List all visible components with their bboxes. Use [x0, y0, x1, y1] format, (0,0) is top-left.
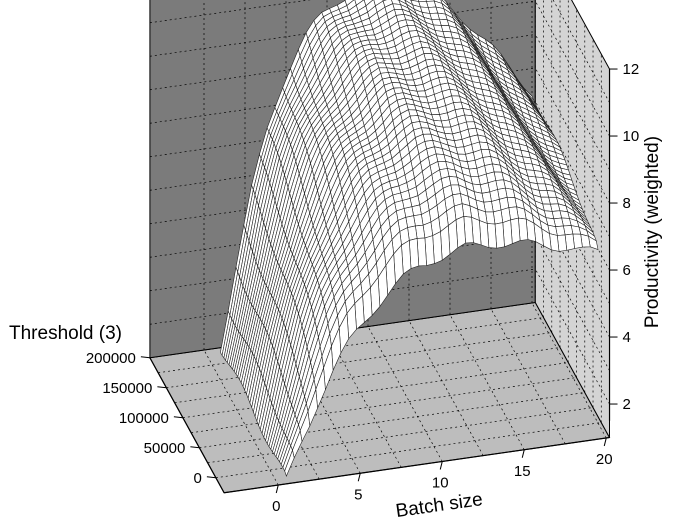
y-tick-mark: [140, 356, 150, 359]
y-tick-label: 150000: [102, 380, 152, 397]
side-wall-grid-line: [552, 0, 610, 103]
floor-grid-line: [531, 302, 607, 439]
x-tick-label: 20: [596, 451, 613, 468]
side-wall-grid-line: [534, 201, 610, 338]
z-axis-title: Productivity (weighted): [642, 136, 663, 328]
floor-grid-line: [285, 338, 361, 474]
z-tick-label: 8: [623, 195, 631, 212]
floor-grid-line: [367, 326, 443, 462]
x-axis-title: Batch size: [394, 489, 484, 522]
z-tick-label: 6: [623, 262, 631, 279]
side-wall-grid-line: [534, 67, 610, 204]
z-tick-label: 10: [623, 128, 640, 145]
x-tick-mark: [357, 473, 361, 482]
floor-grid-line: [408, 320, 484, 456]
side-wall-grid-line: [534, 34, 610, 170]
y-tick-mark: [157, 386, 167, 389]
z-tick-label: 4: [623, 329, 631, 346]
side-wall-grid-line: [534, 101, 610, 237]
x-tick-mark: [439, 461, 443, 470]
y-tick-label: 100000: [119, 410, 169, 427]
x-tick-label: 5: [354, 486, 362, 503]
x-tick-label: 10: [432, 475, 449, 492]
y-axis-line: [149, 357, 225, 494]
floor-grid-line: [326, 332, 402, 468]
surface-cell: [284, 449, 295, 477]
y-tick-mark: [173, 416, 183, 419]
y-tick-label: 200000: [86, 350, 136, 367]
z-tick-label: 2: [623, 396, 631, 413]
side-wall-grid-line: [534, 0, 610, 137]
floor-grid-line: [490, 308, 566, 445]
y-tick-label: 0: [194, 470, 202, 487]
x-tick-label: 15: [514, 463, 531, 480]
floor-grid-line: [449, 314, 525, 450]
x-tick-mark: [275, 484, 279, 494]
side-wall-grid-line: [534, 168, 610, 304]
y-tick-label: 50000: [144, 440, 186, 457]
surface-mesh: [220, 0, 599, 477]
z-tick-label: 12: [623, 61, 640, 78]
y-axis-title: Threshold (3): [9, 323, 122, 344]
x-tick-label: 0: [272, 498, 280, 515]
x-tick-mark: [603, 437, 607, 447]
side-wall-grid-line: [534, 268, 610, 405]
floor-grid-line: [203, 349, 279, 486]
y-tick-mark: [206, 476, 216, 479]
x-axis-line: [224, 436, 610, 494]
side-wall-grid-line: [534, 235, 610, 371]
floor-grid-line: [244, 343, 320, 480]
x-tick-mark: [521, 449, 525, 458]
y-tick-mark: [190, 446, 200, 449]
